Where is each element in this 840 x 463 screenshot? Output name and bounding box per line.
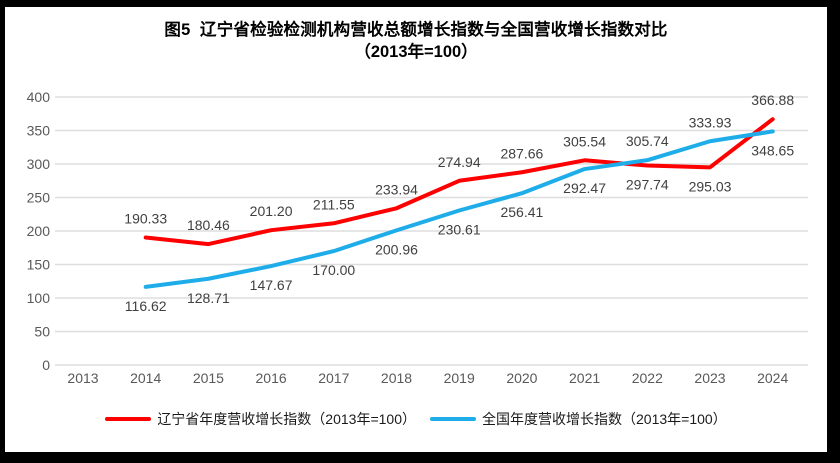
x-axis-tick-label: 2016 (256, 370, 287, 386)
y-axis-tick-label: 350 (27, 123, 51, 139)
data-point-label: 190.33 (124, 210, 167, 226)
x-axis-tick-label: 2013 (67, 370, 98, 386)
data-point-label: 366.88 (751, 92, 794, 108)
y-axis-tick-label: 100 (27, 290, 51, 306)
x-axis-tick-label: 2019 (444, 370, 475, 386)
y-axis-tick-label: 0 (42, 357, 50, 373)
legend-swatch-line (105, 416, 152, 422)
chart-subtitle: （2013年=100） (354, 43, 478, 61)
data-point-label: 305.74 (626, 133, 669, 149)
data-point-label: 256.41 (500, 204, 543, 220)
series-line (143, 117, 775, 247)
chart-legend: 辽宁省年度营收增长指数（2013年=100） 全国年度营收增长指数（2013年=1… (5, 409, 827, 429)
data-point-label: 116.62 (125, 298, 167, 314)
y-axis-tick-label: 200 (27, 223, 51, 239)
legend-swatch-line (430, 416, 476, 422)
y-axis-tick-label: 300 (27, 156, 51, 172)
data-point-label: 147.67 (250, 277, 293, 293)
chart-canvas: 图5 辽宁省检验检测机构营收总额增长指数与全国营收增长指数对比 （2013年=1… (5, 7, 827, 452)
data-point-label: 200.96 (375, 241, 418, 257)
data-point-label: 230.61 (438, 221, 481, 237)
y-axis-tick-label: 50 (34, 324, 50, 340)
series-line (143, 129, 775, 289)
data-point-label: 180.46 (187, 217, 230, 233)
x-axis-tick-label: 2020 (506, 370, 537, 386)
x-axis-tick-label: 2021 (569, 370, 600, 386)
data-point-label: 211.55 (313, 196, 355, 212)
data-point-label: 305.54 (563, 133, 606, 149)
x-axis-tick-label: 2018 (381, 370, 412, 386)
line-chart-plot-area: 0 50 100 150 200 250 300 350 400 2013 2014 2015 2016… (27, 89, 808, 386)
y-axis-tick-label: 250 (27, 190, 51, 206)
data-point-label: 348.65 (751, 142, 794, 158)
x-axis-tick-label: 2015 (193, 370, 224, 386)
chart-title-block: 图5 辽宁省检验检测机构营收总额增长指数与全国营收增长指数对比 （2013年=1… (5, 7, 827, 63)
x-axis-tick-label: 2024 (757, 370, 788, 386)
data-point-label: 297.74 (626, 177, 669, 193)
chart-title: 图5 辽宁省检验检测机构营收总额增长指数与全国营收增长指数对比 (164, 21, 668, 39)
data-point-label: 170.00 (312, 262, 355, 278)
data-point-label: 274.94 (438, 154, 481, 170)
data-point-label: 292.47 (563, 180, 606, 196)
x-axis-tick-label: 2014 (130, 370, 161, 386)
data-point-label: 233.94 (375, 181, 418, 197)
x-axis-tick-label: 2022 (632, 370, 663, 386)
data-point-label: 295.03 (689, 178, 732, 194)
legend-label: 全国年度营收增长指数（2013年=100） (482, 411, 727, 427)
x-axis-tick-label: 2017 (318, 370, 349, 386)
data-point-label: 333.93 (689, 114, 732, 130)
x-axis-tick-label: 2023 (694, 370, 725, 386)
legend-label: 辽宁省年度营收增长指数（2013年=100） (157, 411, 416, 427)
data-point-label: 201.20 (250, 203, 293, 219)
legend-item: 辽宁省年度营收增长指数（2013年=100） (105, 409, 416, 429)
data-point-label: 128.71 (187, 290, 230, 306)
legend-item: 全国年度营收增长指数（2013年=100） (430, 409, 727, 429)
y-axis-tick-label: 150 (27, 257, 51, 273)
data-point-label: 287.66 (500, 145, 543, 161)
y-axis-tick-label: 400 (27, 89, 51, 105)
